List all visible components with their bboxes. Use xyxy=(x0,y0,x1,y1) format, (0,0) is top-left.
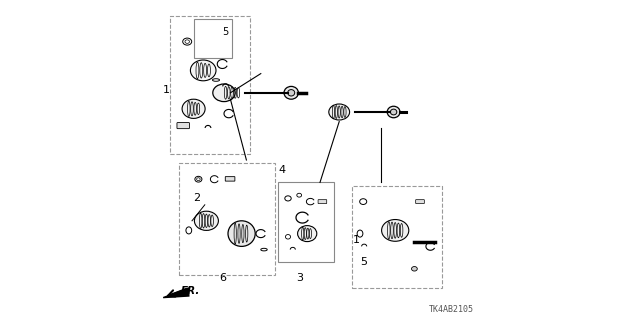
Ellipse shape xyxy=(212,84,236,102)
Ellipse shape xyxy=(381,220,409,241)
FancyBboxPatch shape xyxy=(318,200,327,204)
Text: 3: 3 xyxy=(296,273,303,284)
Ellipse shape xyxy=(298,226,317,242)
Ellipse shape xyxy=(228,221,255,246)
Text: 5: 5 xyxy=(223,27,228,37)
Ellipse shape xyxy=(412,267,417,271)
Ellipse shape xyxy=(390,109,397,115)
FancyBboxPatch shape xyxy=(225,177,235,181)
Text: FR.: FR. xyxy=(181,286,200,296)
Polygon shape xyxy=(163,288,189,298)
Ellipse shape xyxy=(182,99,205,118)
Text: 1: 1 xyxy=(163,84,170,95)
Text: 1: 1 xyxy=(353,235,360,245)
Text: 4: 4 xyxy=(278,164,285,175)
Ellipse shape xyxy=(284,86,298,99)
Ellipse shape xyxy=(195,211,218,230)
Text: 5: 5 xyxy=(360,257,367,268)
FancyBboxPatch shape xyxy=(416,200,424,204)
Text: 2: 2 xyxy=(193,193,200,204)
Ellipse shape xyxy=(387,106,400,118)
Ellipse shape xyxy=(288,90,295,96)
Ellipse shape xyxy=(329,104,349,120)
Text: 6: 6 xyxy=(219,273,226,284)
FancyBboxPatch shape xyxy=(177,123,189,129)
Text: TK4AB2105: TK4AB2105 xyxy=(429,305,474,314)
Ellipse shape xyxy=(191,60,216,81)
